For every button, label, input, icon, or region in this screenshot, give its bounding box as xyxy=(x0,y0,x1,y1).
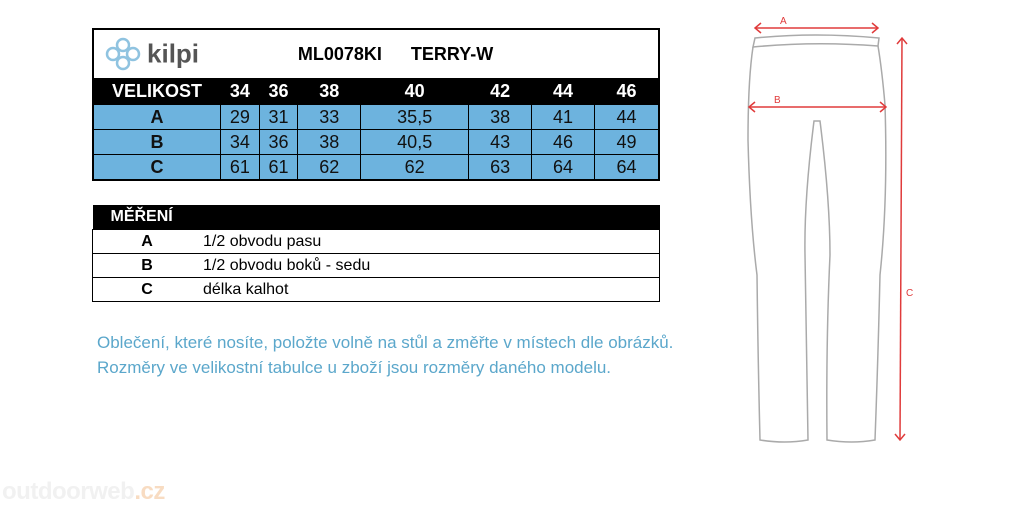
kilpi-knot-logo-icon xyxy=(105,37,141,71)
table-row: A 1/2 obvodu pasu xyxy=(92,229,660,254)
table-row: A 29 31 33 35,5 38 41 44 xyxy=(92,104,660,130)
cell: 38 xyxy=(297,129,362,155)
cell: 38 xyxy=(468,104,533,130)
table-row: B 1/2 obvodu boků - sedu xyxy=(92,253,660,278)
cell: 34 xyxy=(220,129,260,155)
product-title: ML0078KI TERRY-W xyxy=(297,29,659,79)
row-label: B xyxy=(92,129,221,155)
size-36: 36 xyxy=(258,78,299,105)
measurement-title: MĚŘENÍ xyxy=(92,205,660,230)
watermark-main: outdoorweb xyxy=(2,478,135,505)
row-description: délka kalhot xyxy=(201,277,660,302)
size-42: 42 xyxy=(468,78,533,105)
table-row: B 34 36 38 40,5 43 46 49 xyxy=(92,129,660,155)
row-description: 1/2 obvodu pasu xyxy=(201,229,660,254)
product-code: ML0078KI xyxy=(297,43,382,64)
size-38: 38 xyxy=(297,78,362,105)
pants-outline xyxy=(747,34,887,443)
watermark-suffix: .cz xyxy=(134,478,165,505)
row-label: B xyxy=(92,253,201,278)
cell: 62 xyxy=(297,154,362,181)
pants-diagram: A B C xyxy=(747,16,913,443)
label-c: C xyxy=(906,288,913,299)
size-40: 40 xyxy=(360,78,470,105)
cell: 62 xyxy=(360,154,470,181)
size-34: 34 xyxy=(220,78,260,105)
table-row: C délka kalhot xyxy=(92,277,660,302)
cell: 61 xyxy=(220,154,260,181)
row-description: 1/2 obvodu boků - sedu xyxy=(201,253,660,278)
table-row: C 61 61 62 62 63 64 64 xyxy=(92,154,660,181)
cell: 31 xyxy=(258,104,299,130)
brand-logo: kilpi xyxy=(93,29,298,79)
size-header-row: VELIKOST 34 36 38 40 42 44 46 xyxy=(92,78,660,105)
size-46: 46 xyxy=(593,78,660,105)
cell: 49 xyxy=(593,129,660,155)
cell: 36 xyxy=(258,129,299,155)
cell: 29 xyxy=(220,104,260,130)
cell: 43 xyxy=(468,129,533,155)
row-label: C xyxy=(92,277,201,302)
size-table: kilpi ML0078KI TERRY-W VELIKOST 34 36 38… xyxy=(92,28,660,181)
size-header-label: VELIKOST xyxy=(92,78,221,105)
cell: 40,5 xyxy=(360,129,470,155)
size-44: 44 xyxy=(531,78,595,105)
cell: 61 xyxy=(258,154,299,181)
brand-name: kilpi xyxy=(147,38,200,69)
label-a: A xyxy=(780,16,787,27)
cell: 44 xyxy=(593,104,660,130)
cell: 64 xyxy=(531,154,595,181)
cell: 35,5 xyxy=(360,104,470,130)
cell: 46 xyxy=(531,129,595,155)
cell: 41 xyxy=(531,104,595,130)
row-label: A xyxy=(92,104,221,130)
measurement-arrows xyxy=(747,22,908,442)
table-title-row: kilpi ML0078KI TERRY-W xyxy=(93,29,659,79)
cell: 33 xyxy=(297,104,362,130)
label-b: B xyxy=(774,95,781,106)
instruction-note: Oblečení, které nosíte, položte volně na… xyxy=(97,333,674,352)
row-label: A xyxy=(92,229,201,254)
cell: 64 xyxy=(593,154,660,181)
instruction-note: Rozměry ve velikostní tabulce u zboží js… xyxy=(97,358,612,377)
measurement-table: MĚŘENÍ A 1/2 obvodu pasu B 1/2 obvodu bo… xyxy=(92,205,660,302)
product-name: TERRY-W xyxy=(410,43,494,64)
cell: 63 xyxy=(468,154,533,181)
row-label: C xyxy=(92,154,221,181)
watermark: outdoorweb.cz xyxy=(2,478,165,506)
